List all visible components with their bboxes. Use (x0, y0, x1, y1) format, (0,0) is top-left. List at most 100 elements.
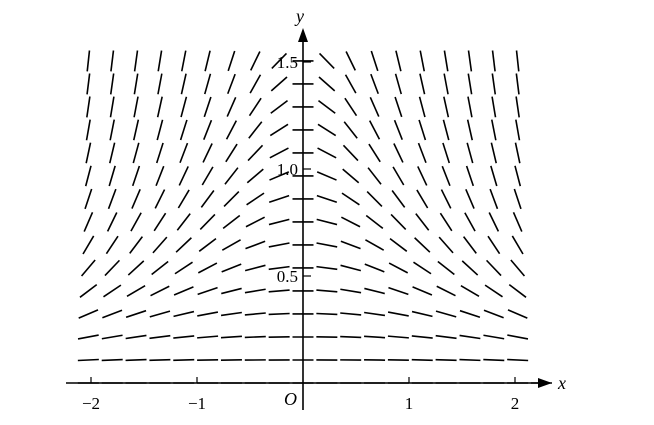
slope-segments (77, 50, 552, 384)
slope-segment (436, 285, 456, 297)
slope-segment (435, 310, 457, 318)
slope-segment (318, 52, 335, 70)
slope-segment (222, 214, 241, 230)
slope-segment (340, 216, 361, 228)
slope-segment (150, 285, 170, 297)
slope-segment (393, 143, 404, 163)
slope-segment (131, 188, 141, 209)
slope-segment (459, 358, 481, 362)
slope-segment (155, 165, 165, 187)
slope-segment (459, 309, 481, 319)
slope-segment (515, 73, 520, 95)
slope-segment (223, 190, 240, 207)
slope-segment (270, 99, 289, 114)
slope-segment (268, 265, 290, 271)
slope-segment (316, 265, 338, 271)
slope-segment (173, 335, 195, 339)
slope-segment (461, 260, 479, 276)
slope-segment (365, 214, 384, 230)
slope-segment (244, 335, 266, 339)
slope-segment (441, 165, 451, 187)
slope-segment (316, 289, 338, 293)
x-tick-label: 1 (405, 394, 414, 413)
slope-segment (102, 309, 123, 319)
slope-segment (224, 167, 239, 185)
slope-segment (391, 190, 406, 208)
slope-segment (316, 242, 338, 248)
slope-segment (78, 309, 99, 319)
slope-segment (364, 311, 386, 317)
slope-segment (176, 213, 191, 231)
slope-segment (179, 142, 189, 164)
slope-segment (437, 260, 455, 276)
slope-segment (201, 166, 214, 186)
ticks: −2 −1 1 2 0.5 1.0 1.5 (82, 53, 519, 413)
slope-segment (513, 188, 522, 210)
slope-segment (364, 263, 385, 273)
slope-segment (364, 287, 385, 295)
slope-segment (417, 142, 427, 164)
slope-segment (435, 334, 457, 340)
slope-segment (411, 310, 433, 318)
slope-segment (515, 50, 520, 72)
slope-segment (435, 358, 457, 362)
slope-segment (394, 73, 403, 95)
slope-segment (157, 73, 163, 95)
slope-segment (368, 143, 381, 163)
slope-segment (411, 358, 433, 362)
slope-segment (340, 288, 362, 294)
slope-segment (443, 50, 449, 72)
slope-segment (366, 190, 383, 207)
axes: x y O (66, 6, 566, 410)
slope-segment (197, 286, 218, 296)
slope-segment (387, 311, 409, 317)
slope-segment (443, 73, 449, 95)
slope-segment (125, 309, 147, 319)
slope-segment (109, 119, 116, 141)
slope-segment (77, 358, 99, 362)
slope-segment (341, 192, 360, 206)
slope-segment (269, 171, 290, 181)
slope-segment (462, 236, 477, 254)
slope-segment (157, 50, 163, 72)
slope-segment (507, 334, 529, 340)
slope-segment (153, 212, 167, 232)
y-axis-arrow-icon (298, 28, 308, 42)
slope-segment (130, 212, 142, 232)
slope-segment (249, 74, 262, 94)
slope-segment (419, 73, 426, 95)
slope-segment (269, 147, 289, 159)
slope-segment (483, 334, 505, 340)
slope-segment (316, 312, 338, 316)
slope-segment (127, 260, 145, 276)
slope-segment (173, 286, 194, 296)
slope-segment (268, 218, 290, 226)
slope-segment (443, 96, 450, 118)
slope-segment (246, 168, 264, 184)
slope-segment (248, 97, 262, 117)
slope-segment (180, 96, 188, 118)
slope-segment (221, 263, 242, 273)
slope-segment (174, 261, 193, 275)
slope-segment (204, 50, 211, 72)
slope-segment (178, 166, 189, 186)
slope-segment (507, 309, 528, 319)
slope-segment (133, 73, 139, 95)
slope-segment (131, 165, 141, 187)
slope-segment (370, 50, 379, 72)
slope-segment (179, 119, 188, 141)
slope-segment (271, 52, 288, 70)
slope-segment (413, 261, 432, 275)
slope-segment (491, 96, 497, 118)
slope-segment (175, 237, 192, 253)
slope-segment (244, 288, 266, 294)
slope-segment (173, 310, 195, 318)
slope-segment (220, 311, 242, 317)
slope-segment (244, 264, 266, 272)
slope-segment (221, 287, 242, 295)
slope-segment (343, 121, 358, 139)
slope-segment (370, 73, 379, 95)
slope-segment (439, 212, 453, 232)
slope-segment (490, 142, 498, 164)
slope-segment (180, 73, 187, 95)
